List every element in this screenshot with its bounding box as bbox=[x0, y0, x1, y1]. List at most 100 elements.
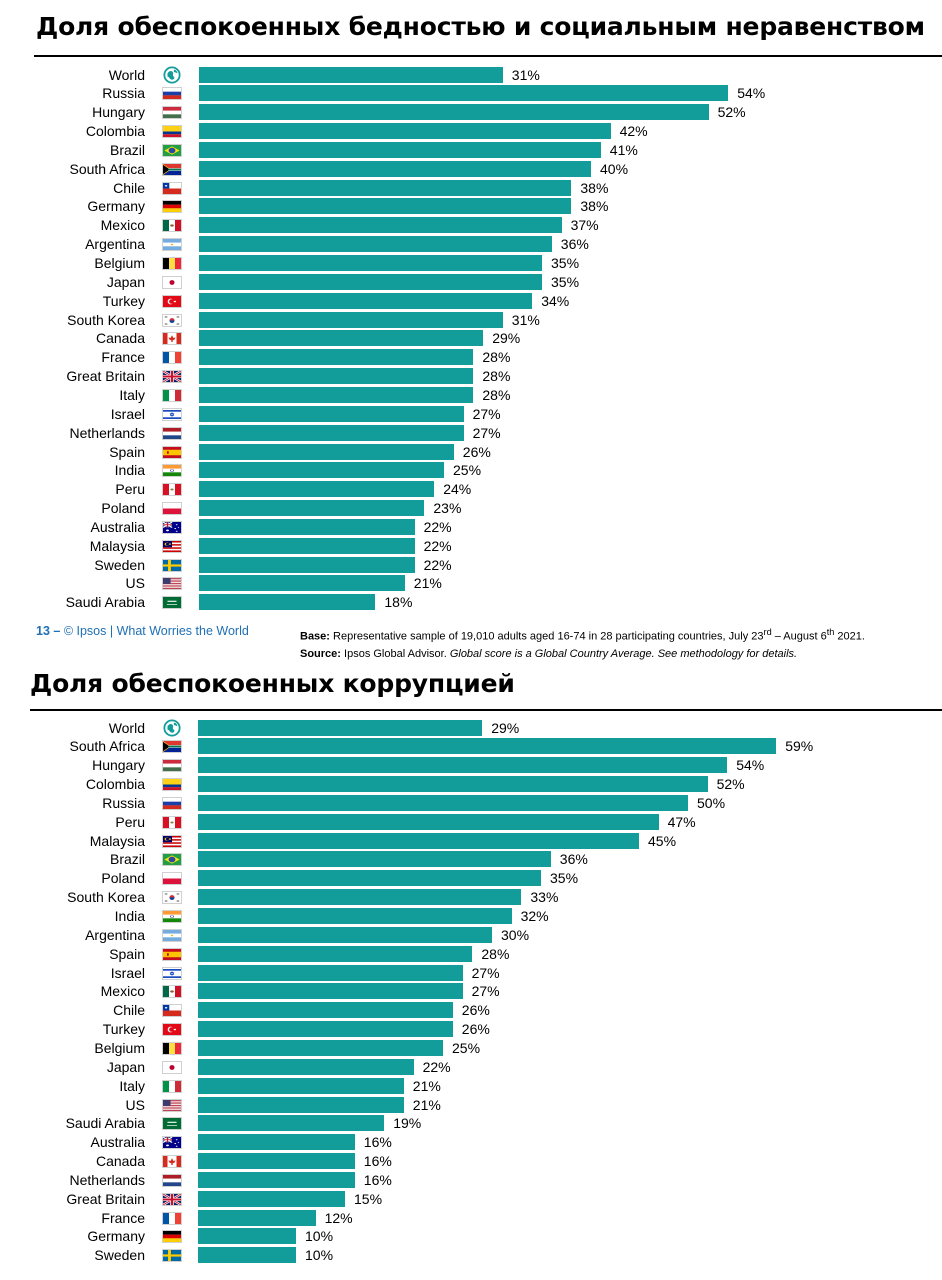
bar-poland bbox=[198, 870, 541, 887]
south-korea-flag-icon bbox=[162, 313, 182, 327]
category-label-argentina: Argentina bbox=[85, 926, 145, 943]
bar-row-italy: Italy 28% bbox=[0, 386, 942, 405]
value-label-japan: 22% bbox=[422, 1058, 451, 1075]
base-sup-rd: rd bbox=[763, 627, 772, 637]
turkey-flag-icon bbox=[162, 294, 182, 308]
value-label-belgium: 25% bbox=[452, 1039, 481, 1056]
bar-row-sweden: Sweden 10% bbox=[0, 1246, 942, 1265]
base-text-post: 2021. bbox=[834, 630, 865, 643]
germany-flag-icon bbox=[162, 200, 182, 214]
value-label-south-korea: 31% bbox=[511, 311, 540, 328]
value-label-colombia: 52% bbox=[716, 776, 745, 793]
bar-row-hungary: Hungary 54% bbox=[0, 756, 942, 775]
australia-flag-icon bbox=[162, 520, 182, 534]
category-label-india: India bbox=[114, 462, 145, 479]
value-label-spain: 28% bbox=[481, 945, 510, 962]
saudi-arabia-flag-icon bbox=[162, 1117, 182, 1131]
value-label-great-britain: 28% bbox=[482, 368, 511, 385]
bar-chile bbox=[199, 179, 572, 196]
value-label-sweden: 10% bbox=[305, 1247, 334, 1264]
value-label-colombia: 42% bbox=[619, 123, 648, 140]
poland-flag-icon bbox=[162, 872, 182, 886]
category-label-colombia: Colombia bbox=[85, 776, 145, 793]
bar-japan bbox=[198, 1058, 414, 1075]
bar-netherlands bbox=[198, 1171, 355, 1188]
bar-row-germany: Germany 10% bbox=[0, 1227, 942, 1246]
category-label-hungary: Hungary bbox=[92, 757, 145, 774]
category-label-malaysia: Malaysia bbox=[89, 832, 145, 849]
bar-row-hungary: Hungary 52% bbox=[0, 103, 942, 122]
bar-australia bbox=[198, 1134, 355, 1151]
value-label-argentina: 36% bbox=[560, 236, 589, 253]
category-label-spain: Spain bbox=[109, 443, 145, 460]
italy-flag-icon bbox=[162, 388, 182, 402]
bar-belgium bbox=[199, 255, 542, 271]
category-label-turkey: Turkey bbox=[102, 1021, 145, 1038]
canada-flag-icon bbox=[162, 332, 182, 346]
bar-row-netherlands: Netherlands 16% bbox=[0, 1171, 942, 1190]
value-label-australia: 16% bbox=[363, 1134, 392, 1151]
bar-row-india: India 32% bbox=[0, 907, 942, 926]
bar-row-poland: Poland 35% bbox=[0, 869, 942, 888]
base-label: Base: bbox=[300, 630, 330, 643]
bar-row-belgium: Belgium 25% bbox=[0, 1039, 942, 1058]
bar-row-saudi-arabia: Saudi Arabia 19% bbox=[0, 1114, 942, 1133]
category-label-hungary: Hungary bbox=[92, 104, 145, 121]
india-flag-icon bbox=[162, 464, 182, 478]
category-label-canada: Canada bbox=[95, 330, 145, 347]
bar-malaysia bbox=[199, 537, 415, 554]
globe-icon bbox=[163, 65, 181, 84]
russia-flag-icon bbox=[162, 87, 182, 101]
hungary-flag-icon bbox=[162, 759, 182, 773]
page-number: 13 – bbox=[36, 624, 61, 638]
category-label-south-korea: South Korea bbox=[67, 889, 145, 906]
value-label-netherlands: 16% bbox=[363, 1171, 392, 1188]
bar-row-brazil: Brazil 41% bbox=[0, 141, 942, 160]
value-label-brazil: 36% bbox=[559, 851, 588, 868]
category-label-sweden: Sweden bbox=[94, 556, 145, 573]
value-label-malaysia: 45% bbox=[648, 832, 677, 849]
value-label-great-britain: 15% bbox=[354, 1190, 383, 1207]
bar-peru bbox=[198, 813, 659, 830]
bar-row-us: US 21% bbox=[0, 574, 942, 593]
source-text: Ipsos Global Advisor. bbox=[340, 647, 450, 660]
great-britain-flag-icon bbox=[162, 1192, 182, 1206]
bar-row-colombia: Colombia 52% bbox=[0, 775, 942, 794]
value-label-us: 21% bbox=[413, 575, 442, 592]
category-label-brazil: Brazil bbox=[109, 141, 145, 158]
bar-row-great-britain: Great Britain 15% bbox=[0, 1190, 942, 1209]
bar-row-colombia: Colombia 42% bbox=[0, 122, 942, 141]
value-label-sweden: 22% bbox=[423, 556, 452, 573]
base-sup-th: th bbox=[826, 627, 835, 637]
bar-germany bbox=[199, 198, 572, 215]
chart-1-title: Доля обеспокоенных бедностью и социальны… bbox=[36, 12, 925, 41]
belgium-flag-icon bbox=[162, 1041, 182, 1055]
category-label-saudi-arabia: Saudi Arabia bbox=[65, 1115, 145, 1132]
value-label-world: 29% bbox=[491, 719, 520, 736]
bar-mexico bbox=[198, 983, 463, 1000]
bar-row-israel: Israel 27% bbox=[0, 964, 942, 983]
bar-row-chile: Chile 26% bbox=[0, 1001, 942, 1020]
source-label: Source: bbox=[300, 647, 341, 660]
bar-row-canada: Canada 29% bbox=[0, 329, 942, 348]
canada-flag-icon bbox=[162, 1155, 182, 1169]
category-label-south-korea: South Korea bbox=[67, 311, 145, 328]
bar-row-argentina: Argentina 36% bbox=[0, 235, 942, 254]
value-label-australia: 22% bbox=[423, 518, 452, 535]
bar-row-us: US 21% bbox=[0, 1096, 942, 1115]
footer-source-line: Source: Ipsos Global Advisor. Global sco… bbox=[300, 646, 865, 663]
value-label-poland: 23% bbox=[433, 500, 462, 517]
great-britain-flag-icon bbox=[162, 370, 182, 384]
bar-row-spain: Spain 28% bbox=[0, 945, 942, 964]
bar-world bbox=[199, 66, 503, 83]
category-label-colombia: Colombia bbox=[85, 123, 145, 140]
chile-flag-icon bbox=[162, 181, 182, 195]
category-label-japan: Japan bbox=[106, 273, 145, 290]
bar-row-turkey: Turkey 26% bbox=[0, 1020, 942, 1039]
value-label-hungary: 52% bbox=[717, 104, 746, 121]
category-label-israel: Israel bbox=[110, 405, 145, 422]
base-text-mid: – August 6 bbox=[771, 630, 827, 643]
bar-row-japan: Japan 35% bbox=[0, 273, 942, 292]
category-label-netherlands: Netherlands bbox=[69, 424, 146, 441]
bar-germany bbox=[198, 1228, 296, 1245]
